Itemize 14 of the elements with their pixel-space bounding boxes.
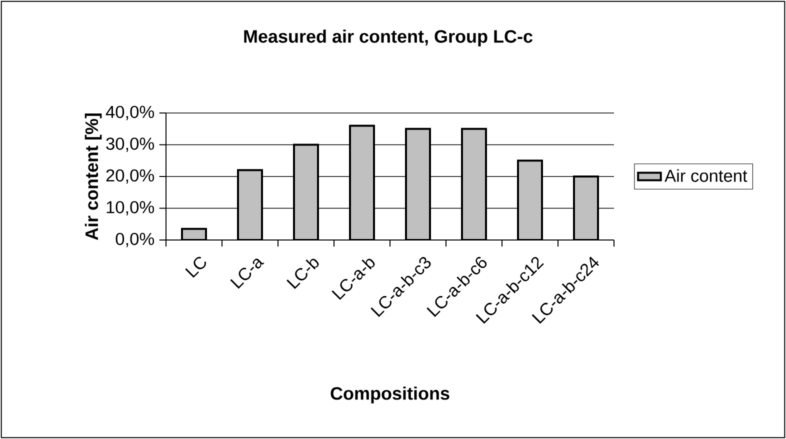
bar [349, 124, 375, 240]
y-tick-label: 20,0% [106, 169, 154, 184]
x-tick-label: LC [185, 256, 206, 278]
y-tick-label: 10,0% [106, 201, 154, 216]
y-axis-title: Air content [%] [84, 114, 102, 240]
y-tick-label: 0,0% [116, 232, 154, 248]
bar [405, 128, 431, 240]
y-tick-label: 40,0% [106, 106, 154, 120]
y-tick-label: 30,0% [106, 138, 154, 152]
x-axis-title: Compositions [330, 386, 450, 404]
legend-label: Air content [664, 169, 748, 182]
chart-title: Measured air content, Group LC-c [244, 30, 532, 46]
bar [293, 144, 319, 240]
bar [461, 128, 487, 240]
